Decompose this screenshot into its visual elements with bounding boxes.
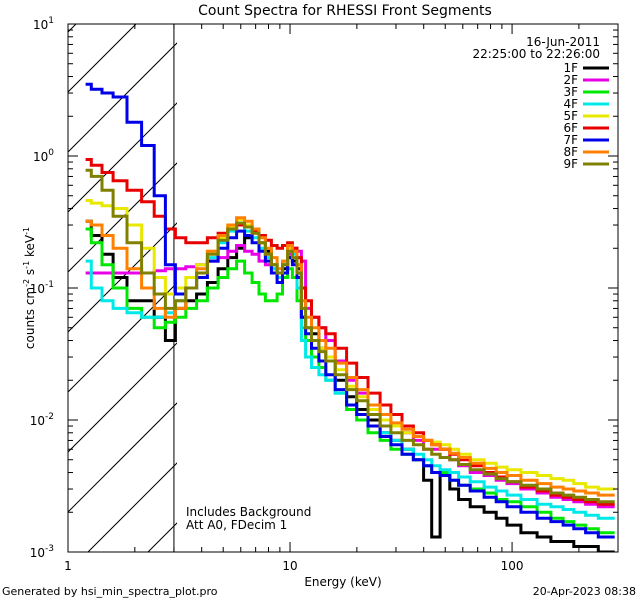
axis-ticks [67,23,619,553]
hatch-line [68,282,177,393]
legend-label: 8F [563,145,578,159]
y-tick-label: 10-3 [30,544,54,560]
observation-time-range: 22:25:00 to 22:26:00 [473,47,600,61]
x-tick-label: 1 [64,559,72,573]
y-axis-label: counts cm-2 s-1 keV-1 [22,227,37,349]
hatch-line [68,42,177,153]
legend-label: 5F [563,109,578,123]
ylabel-exp: -1 [22,227,31,235]
hatch-line [68,102,177,213]
hatch-line [87,462,177,552]
hatch-line [68,402,177,513]
chart-title: Count Spectra for RHESSI Front Segments [198,3,492,19]
ylabel-part: counts cm [23,287,37,349]
legend-label: 6F [563,121,578,135]
background-note: Includes Background [186,505,311,519]
y-tick-label: 10-2 [30,412,54,428]
legend-label: 9F [563,157,578,171]
timestamp-footer: 20-Apr-2023 08:38 [533,585,636,598]
x-tick-label: 100 [501,559,524,573]
legend-label: 4F [563,97,578,111]
legend-label: 3F [563,85,578,99]
series-9F [85,168,615,504]
ylabel-exp: -2 [22,279,31,287]
ylabel-part: s [23,269,37,279]
y-tick-label: 100 [33,148,54,164]
legend-label: 1F [563,61,578,75]
x-tick-label: 10 [282,559,297,573]
x-axis-label: Energy (keV) [304,575,381,589]
attenuator-note: Att A0, FDecim 1 [186,518,287,532]
y-tick-label: 10-1 [30,280,54,296]
ylabel-part: keV [23,234,37,261]
legend-label: 7F [563,133,578,147]
y-tick-label: 101 [33,16,54,32]
series-layer [85,82,615,552]
observation-date: 16-Jun-2011 [526,35,600,49]
legend-label: 2F [563,73,578,87]
ylabel-exp: -1 [22,261,31,269]
axis-tick-labels: 1 10 100 101 100 10-1 10-2 10-3 [30,16,524,573]
generator-footer: Generated by hsi_min_spectra_plot.pro [2,585,218,598]
series-6F [85,158,615,506]
